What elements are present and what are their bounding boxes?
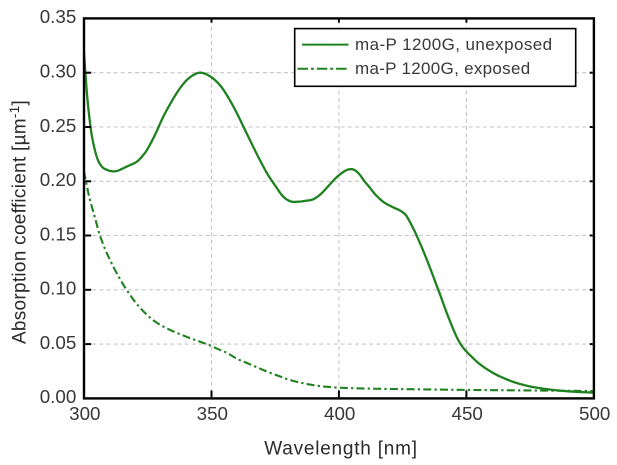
svg-text:0.25: 0.25 — [40, 115, 77, 136]
svg-text:ma-P 1200G, unexposed: ma-P 1200G, unexposed — [355, 35, 553, 54]
svg-text:350: 350 — [197, 403, 228, 424]
svg-text:0.30: 0.30 — [40, 61, 77, 82]
svg-text:0.05: 0.05 — [40, 332, 77, 353]
svg-text:ma-P 1200G, exposed: ma-P 1200G, exposed — [355, 59, 531, 78]
svg-text:0.20: 0.20 — [40, 169, 77, 190]
svg-text:0.00: 0.00 — [40, 386, 77, 407]
svg-text:Wavelength [nm]: Wavelength [nm] — [264, 438, 418, 459]
svg-text:0.15: 0.15 — [40, 223, 77, 244]
svg-text:0.35: 0.35 — [40, 6, 77, 27]
svg-text:Absorption coefficient [µm-1]: Absorption coefficient [µm-1] — [7, 100, 31, 344]
svg-text:500: 500 — [579, 403, 610, 424]
svg-text:450: 450 — [452, 403, 483, 424]
svg-text:400: 400 — [324, 403, 355, 424]
svg-text:300: 300 — [69, 403, 100, 424]
svg-text:0.10: 0.10 — [40, 278, 77, 299]
